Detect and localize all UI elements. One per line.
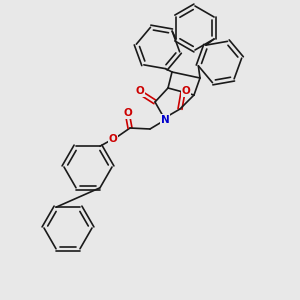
Text: O: O: [182, 86, 190, 96]
Text: N: N: [160, 115, 169, 125]
Text: O: O: [124, 108, 132, 118]
Text: O: O: [109, 134, 117, 144]
Text: O: O: [136, 86, 144, 96]
